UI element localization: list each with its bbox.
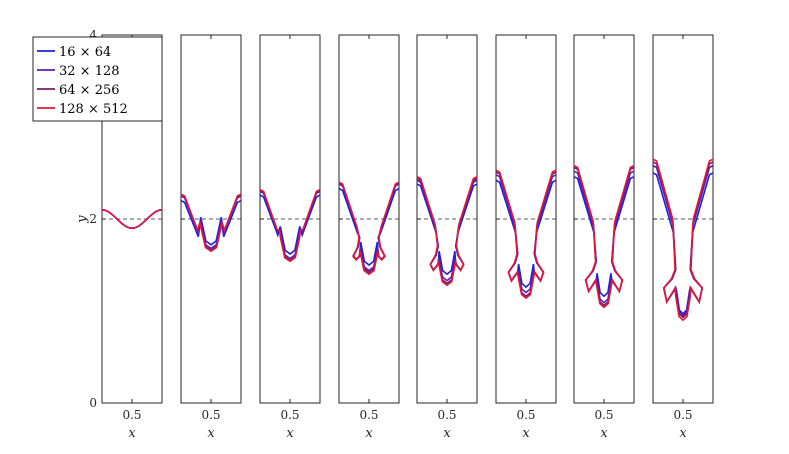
series-line-4 xyxy=(338,181,400,276)
panels-group: 0.5 x 0 2 4 y 0.5 x 0.5 x 0.5 x 0.5 x 0.5 x 0.5 x 0.5 x xyxy=(75,28,714,441)
panel-8: 0.5 x xyxy=(652,34,714,441)
x-tick-label: 0.5 xyxy=(437,408,456,422)
x-tick-label: 0.5 xyxy=(122,408,141,422)
series-line-1 xyxy=(180,199,242,246)
x-axis-label: x xyxy=(679,426,687,441)
series-line-4 xyxy=(573,164,635,309)
x-axis-label: x xyxy=(600,426,608,441)
y-axis-label: y xyxy=(75,215,90,224)
series-line-4 xyxy=(259,188,321,263)
x-axis-label: x xyxy=(522,426,530,441)
x-axis-label: x xyxy=(207,426,215,441)
panel-5: 0.5 x xyxy=(416,34,478,441)
y-tick-label: 4 xyxy=(89,28,97,42)
panel-4: 0.5 x xyxy=(338,34,400,441)
legend-label-2: 32 × 128 xyxy=(59,64,120,79)
panel-2: 0.5 x xyxy=(180,34,242,441)
series-line-4 xyxy=(180,193,242,253)
x-tick-label: 0.5 xyxy=(594,408,613,422)
series-line-4 xyxy=(652,158,714,322)
series-line-4 xyxy=(101,209,163,230)
x-axis-label: x xyxy=(128,426,136,441)
y-tick-label: 2 xyxy=(89,212,97,226)
panel-3: 0.5 x xyxy=(259,34,321,441)
legend: 16 × 64 32 × 128 64 × 256 128 × 512 xyxy=(32,36,163,122)
x-axis-label: x xyxy=(286,426,294,441)
legend-label-3: 64 × 256 xyxy=(59,83,120,98)
series-line-4 xyxy=(495,169,557,300)
x-tick-label: 0.5 xyxy=(516,408,535,422)
series-line-1 xyxy=(259,194,321,255)
series-line-4 xyxy=(416,175,478,287)
x-axis-label: x xyxy=(365,426,373,441)
series-line-2 xyxy=(259,190,321,260)
legend-label-4: 128 × 512 xyxy=(59,102,128,117)
x-tick-label: 0.5 xyxy=(359,408,378,422)
x-tick-label: 0.5 xyxy=(201,408,220,422)
panel-6: 0.5 x xyxy=(495,34,557,441)
x-tick-label: 0.5 xyxy=(673,408,692,422)
legend-label-1: 16 × 64 xyxy=(59,45,111,60)
x-axis-label: x xyxy=(443,426,451,441)
panel-7: 0.5 x xyxy=(573,34,635,441)
y-tick-label: 0 xyxy=(89,396,97,410)
x-tick-label: 0.5 xyxy=(280,408,299,422)
